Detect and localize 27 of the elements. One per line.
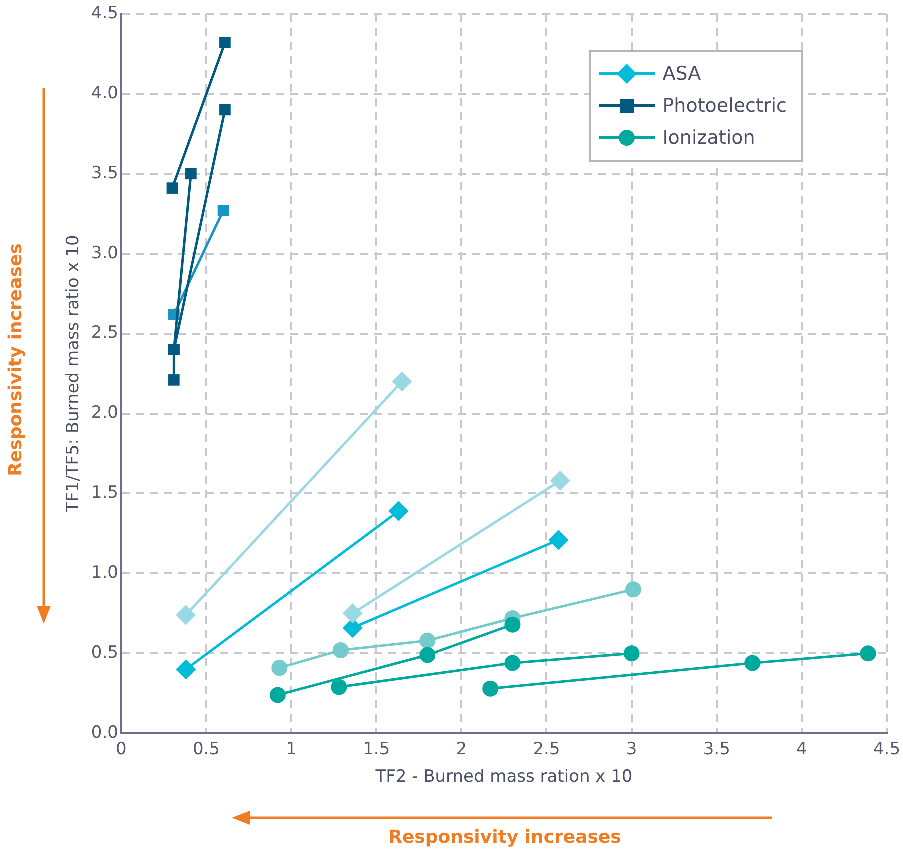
text: Responsivity increases bbox=[388, 827, 622, 848]
y-tick-label: 3.0 bbox=[91, 243, 118, 264]
y-tick-label: 4.0 bbox=[91, 83, 118, 104]
y-axis-title: TF1/TF5: Burned mass ratio x 10 bbox=[64, 235, 84, 514]
x-tick-label: 4 bbox=[796, 740, 808, 760]
x-tick-label: 2.5 bbox=[533, 740, 560, 760]
x-tick-label: 1.5 bbox=[363, 740, 390, 760]
x-tick-label: 3.5 bbox=[703, 740, 730, 760]
y-tick-label: 3.5 bbox=[91, 163, 118, 184]
x-tick-label: 0 bbox=[116, 740, 127, 760]
y-tick-label: 0.5 bbox=[91, 643, 118, 664]
x-axis-title: TF2 - Burned mass ration x 10 bbox=[374, 767, 633, 788]
x-tick-label: 1 bbox=[286, 740, 297, 760]
text: Responsivity increases bbox=[6, 244, 26, 476]
y-tick-label: 4.5 bbox=[91, 3, 118, 24]
x-tick-label: 0.5 bbox=[192, 740, 220, 760]
y-tick-label: 1.0 bbox=[91, 563, 118, 584]
x-tick-label: 2 bbox=[456, 740, 468, 760]
x-tick-label: 4.5 bbox=[873, 740, 901, 760]
legend-label: ASA bbox=[662, 63, 702, 85]
x-tick-label: 3 bbox=[626, 740, 638, 760]
legend-label: Photoelectric bbox=[662, 95, 787, 117]
y-tick-label: 0.0 bbox=[91, 723, 118, 744]
y-tick-label: 1.5 bbox=[91, 483, 118, 504]
legend-label: Ionization bbox=[662, 127, 756, 149]
y-tick-label: 2.5 bbox=[91, 323, 118, 344]
y-tick-label: 2.0 bbox=[91, 403, 118, 424]
